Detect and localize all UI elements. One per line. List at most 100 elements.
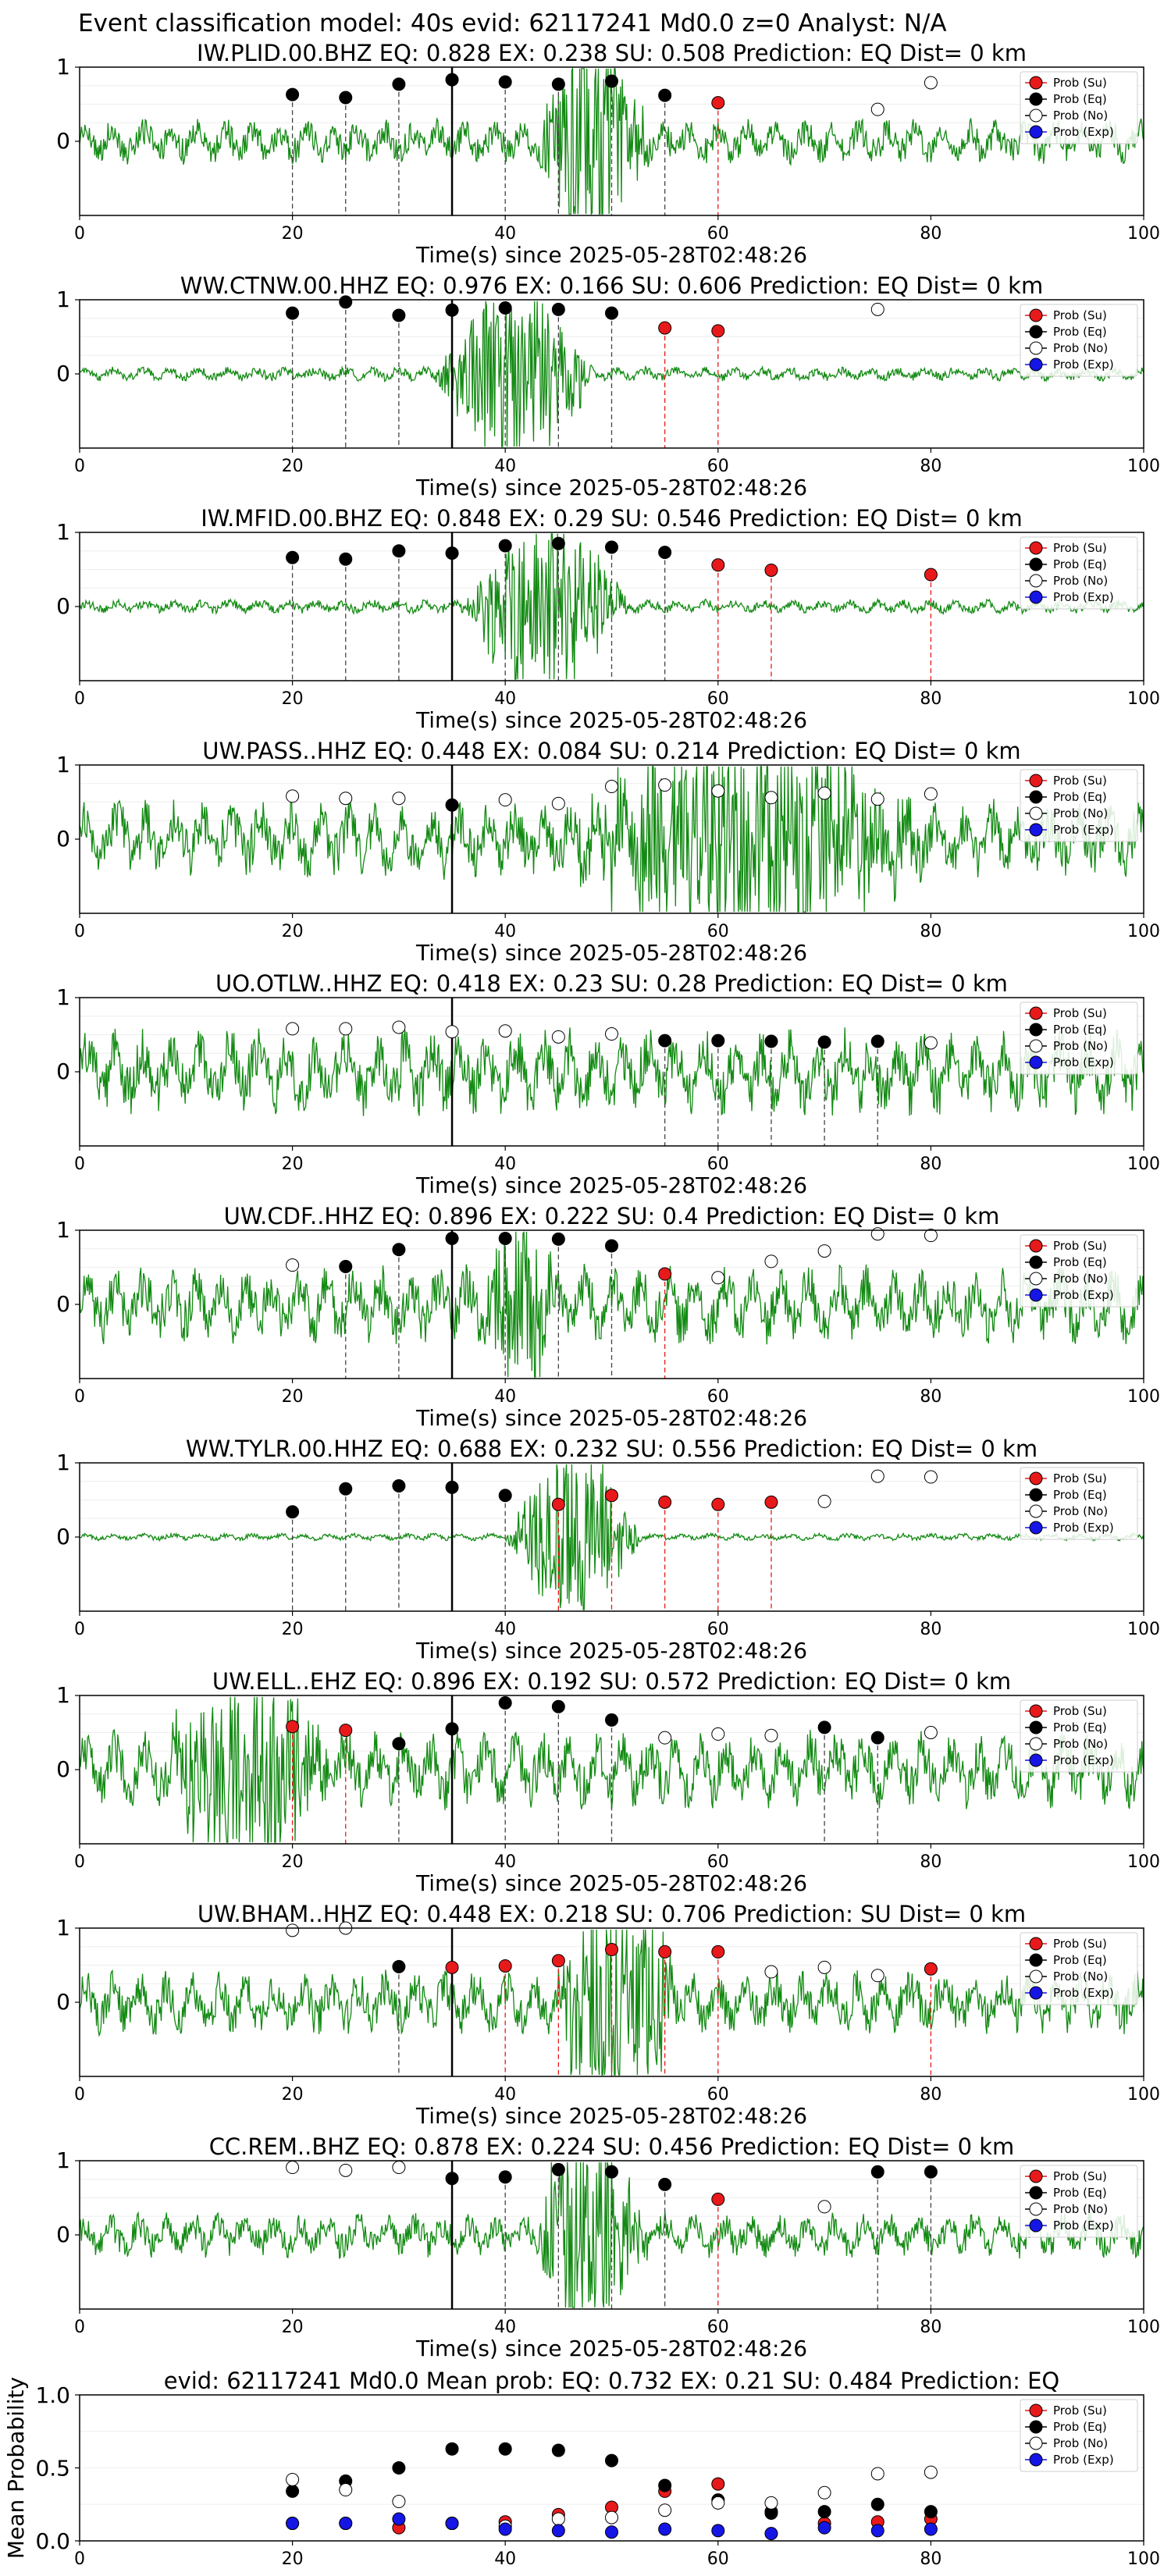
prob-point (924, 1962, 938, 1976)
legend-box (1020, 1234, 1138, 1308)
x-tick-label: 0 (74, 922, 85, 941)
prob-point (445, 1025, 459, 1039)
prob-point (764, 791, 778, 805)
mean-point (392, 2512, 406, 2526)
x-tick-label: 100 (1127, 1620, 1160, 1639)
legend-label: Prob (Su) (1053, 2403, 1107, 2418)
x-tick-label: 80 (920, 1155, 941, 1174)
prob-point (551, 2162, 565, 2176)
mean-point (445, 2442, 459, 2456)
legend-marker (1029, 2420, 1043, 2434)
prob-point (286, 2161, 300, 2175)
prob-point (339, 1482, 353, 1496)
legend-label: Prob (Eq) (1053, 790, 1107, 804)
x-tick-label: 20 (282, 2549, 304, 2569)
mean-point (817, 2521, 831, 2535)
prob-point (711, 1497, 725, 1511)
legend-label: Prob (Eq) (1053, 1720, 1107, 1735)
legend-label: Prob (Su) (1053, 2169, 1107, 2183)
x-axis-label: Time(s) since 2025-05-28T02:48:26 (415, 2103, 807, 2129)
x-axis-label: Time(s) since 2025-05-28T02:48:26 (415, 2336, 807, 2361)
x-tick-label: 40 (494, 1155, 516, 1174)
legend-label: Prob (Exp) (1053, 590, 1114, 604)
mean-point (870, 2497, 884, 2511)
x-axis-label: Time(s) since 2025-05-28T02:48:26 (415, 1870, 807, 1896)
prob-point (498, 539, 512, 553)
prob-point (870, 792, 884, 806)
panel-frame (79, 1927, 1144, 2077)
prob-point (658, 1495, 672, 1509)
prob-point (870, 1469, 884, 1483)
prob-point (445, 2172, 459, 2186)
prob-point (286, 1022, 300, 1036)
mean-point (286, 2484, 300, 2498)
legend-marker (1029, 806, 1043, 820)
legend-marker (1029, 125, 1043, 139)
prob-point (711, 324, 725, 338)
y-tick-label: 0 (56, 1291, 70, 1317)
x-axis-label: Time(s) since 2025-05-28T02:48:26 (415, 1405, 807, 1431)
prob-point (339, 2163, 353, 2177)
prob-point (924, 1726, 938, 1739)
legend-marker (1029, 1953, 1043, 1967)
legend-label: Prob (Exp) (1053, 1288, 1114, 1302)
x-tick-label: 40 (494, 922, 516, 941)
prob-point (445, 546, 459, 560)
prob-point (605, 540, 618, 554)
mean-point (924, 2522, 938, 2536)
prob-point (551, 1497, 565, 1511)
legend-marker (1029, 1986, 1043, 2000)
prob-point (817, 2200, 831, 2214)
panel-title: UW.BHAM..HHZ EQ: 0.448 EX: 0.218 SU: 0.7… (198, 1901, 1026, 1927)
panel-frame (79, 1695, 1144, 1845)
mean-point (605, 2525, 618, 2539)
prob-point (817, 1960, 831, 1974)
legend-marker (1029, 358, 1043, 372)
x-tick-label: 40 (494, 1620, 516, 1639)
prob-point (605, 1713, 618, 1727)
panel-9: CC.REM..BHZ EQ: 0.878 EX: 0.224 SU: 0.45… (56, 2133, 1160, 2361)
panel-2: IW.MFID.00.BHZ EQ: 0.848 EX: 0.29 SU: 0.… (56, 505, 1160, 733)
prob-point (764, 563, 778, 577)
x-tick-label: 60 (707, 1155, 729, 1174)
legend-box (1020, 769, 1138, 842)
x-tick-label: 80 (920, 2549, 941, 2569)
x-tick-label: 40 (494, 2549, 516, 2569)
mean-point (286, 2472, 300, 2486)
prob-point (711, 558, 725, 572)
legend-marker (1029, 1023, 1043, 1037)
legend-marker (1029, 1272, 1043, 1286)
x-tick-label: 60 (707, 224, 729, 244)
prob-point (498, 301, 512, 315)
prob-point (498, 1024, 512, 1038)
x-tick-label: 20 (282, 1387, 304, 1407)
legend-marker (1029, 2453, 1043, 2467)
prob-point (392, 308, 406, 322)
legend-marker (1029, 325, 1043, 339)
legend-box (1020, 304, 1138, 377)
panel-4: UO.OTLW..HHZ EQ: 0.418 EX: 0.23 SU: 0.28… (56, 970, 1160, 1198)
prob-point (764, 1254, 778, 1268)
legend-label: Prob (Eq) (1053, 1488, 1107, 1502)
prob-point (392, 77, 406, 91)
prob-point (658, 1034, 672, 1048)
prob-point (551, 302, 565, 316)
prob-point (924, 1036, 938, 1050)
legend-marker (1029, 2403, 1043, 2418)
prob-point (445, 1960, 459, 1974)
x-tick-label: 0 (74, 457, 85, 476)
prob-point (392, 1020, 406, 1034)
legend-marker (1029, 1288, 1043, 1302)
prob-point (445, 798, 459, 812)
legend-label: Prob (Eq) (1053, 1953, 1107, 1967)
x-tick-label: 20 (282, 922, 304, 941)
x-tick-label: 80 (920, 922, 941, 941)
prob-point (286, 1505, 300, 1519)
legend-marker (1029, 2186, 1043, 2200)
prob-point (498, 1696, 512, 1710)
x-tick-label: 0 (74, 1155, 85, 1174)
prob-point (870, 2165, 884, 2179)
mean-point (658, 2522, 672, 2536)
prob-point (658, 88, 672, 102)
y-tick-label: 0.0 (35, 2528, 70, 2554)
